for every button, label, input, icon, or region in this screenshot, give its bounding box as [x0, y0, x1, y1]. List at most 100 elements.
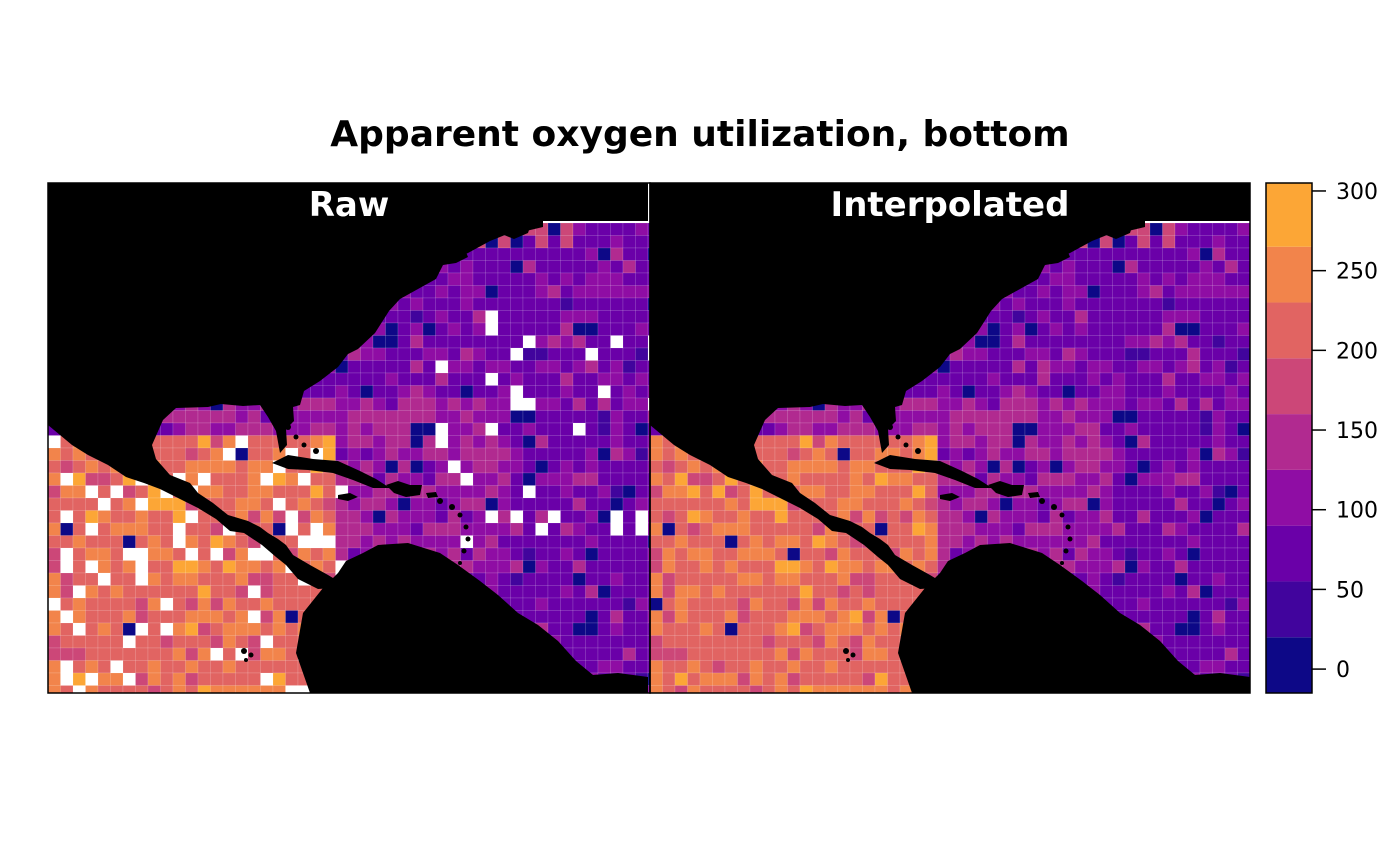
grid-cell [222, 460, 236, 474]
grid-cell [147, 522, 161, 536]
grid-cell [824, 447, 838, 461]
grid-cell [272, 610, 286, 624]
grid-cell [1212, 372, 1226, 386]
grid-cell [560, 372, 574, 386]
grid-cell [1174, 372, 1188, 386]
grid-cell [585, 610, 599, 624]
grid-cell [1199, 447, 1213, 461]
grid-cell [585, 335, 599, 349]
land-mass [898, 543, 1250, 693]
grid-cell [397, 385, 411, 399]
grid-cell [235, 660, 249, 674]
grid-cell [647, 247, 650, 261]
grid-cell [60, 685, 74, 693]
grid-cell [610, 285, 624, 299]
grid-cell [497, 585, 511, 599]
grid-cell [1199, 247, 1213, 261]
grid-cell [247, 447, 261, 461]
grid-cell [472, 485, 486, 499]
grid-cell [435, 310, 449, 324]
grid-cell [247, 485, 261, 499]
grid-cell [335, 447, 349, 461]
grid-cell [662, 647, 676, 661]
grid-cell [422, 322, 436, 336]
grid-cell [560, 610, 574, 624]
grid-cell [749, 510, 763, 524]
grid-cell [360, 497, 374, 511]
grid-cell [272, 585, 286, 599]
island [903, 442, 909, 448]
grid-cell [610, 260, 624, 274]
grid-cell [472, 397, 486, 411]
grid-cell [724, 635, 738, 649]
grid-cell [674, 560, 688, 574]
grid-cell [210, 685, 224, 693]
grid-cell [924, 472, 938, 486]
grid-cell [924, 435, 938, 449]
grid-cell [147, 635, 161, 649]
grid-cell [197, 622, 211, 636]
grid-cell [650, 535, 663, 549]
grid-cell [335, 510, 349, 524]
grid-cell [949, 372, 963, 386]
grid-cell [135, 610, 149, 624]
grid-cell [635, 347, 649, 361]
grid-cell [1187, 635, 1201, 649]
grid-cell [447, 472, 461, 486]
grid-cell [1224, 572, 1238, 586]
grid-cell [862, 435, 876, 449]
grid-cell [1124, 572, 1138, 586]
grid-cell [774, 572, 788, 586]
grid-cell [635, 335, 649, 349]
grid-cell [547, 410, 561, 424]
grid-cell [799, 422, 813, 436]
grid-cell [962, 510, 976, 524]
grid-cell [572, 410, 586, 424]
panel-interpolated [650, 183, 1250, 693]
grid-cell [1137, 260, 1151, 274]
grid-cell [799, 435, 813, 449]
grid-cell [1037, 372, 1051, 386]
grid-cell [222, 572, 236, 586]
grid-cell [460, 297, 474, 311]
panel-interpolated-label: Interpolated [831, 185, 1070, 225]
grid-cell [1149, 597, 1163, 611]
grid-cell [347, 360, 361, 374]
grid-cell [874, 585, 888, 599]
grid-cell [899, 522, 913, 536]
grid-cell [1099, 447, 1113, 461]
grid-cell [849, 622, 863, 636]
grid-cell [1224, 222, 1238, 236]
grid-cell [1099, 535, 1113, 549]
grid-cell [674, 522, 688, 536]
grid-cell [210, 672, 224, 686]
grid-cell [824, 610, 838, 624]
grid-cell [585, 360, 599, 374]
grid-cell [610, 472, 624, 486]
grid-cell [447, 322, 461, 336]
grid-cell [1099, 397, 1113, 411]
grid-cell [899, 422, 913, 436]
grid-cell [1162, 272, 1176, 286]
grid-cell [597, 347, 611, 361]
grid-cell [360, 522, 374, 536]
grid-cell [535, 297, 549, 311]
grid-cell [774, 510, 788, 524]
grid-cell [887, 685, 901, 693]
grid-cell [510, 435, 524, 449]
grid-cell [272, 622, 286, 636]
grid-cell [547, 222, 561, 236]
grid-cell [650, 472, 663, 486]
grid-cell [535, 360, 549, 374]
grid-cell [260, 660, 274, 674]
grid-cell [1124, 485, 1138, 499]
grid-cell [1212, 585, 1226, 599]
grid-cell [1099, 472, 1113, 486]
grid-cell [397, 310, 411, 324]
land-mass [338, 493, 358, 501]
grid-cell [1237, 635, 1250, 649]
grid-cell [472, 310, 486, 324]
island [465, 536, 471, 542]
grid-cell [622, 610, 636, 624]
grid-cell [635, 310, 649, 324]
